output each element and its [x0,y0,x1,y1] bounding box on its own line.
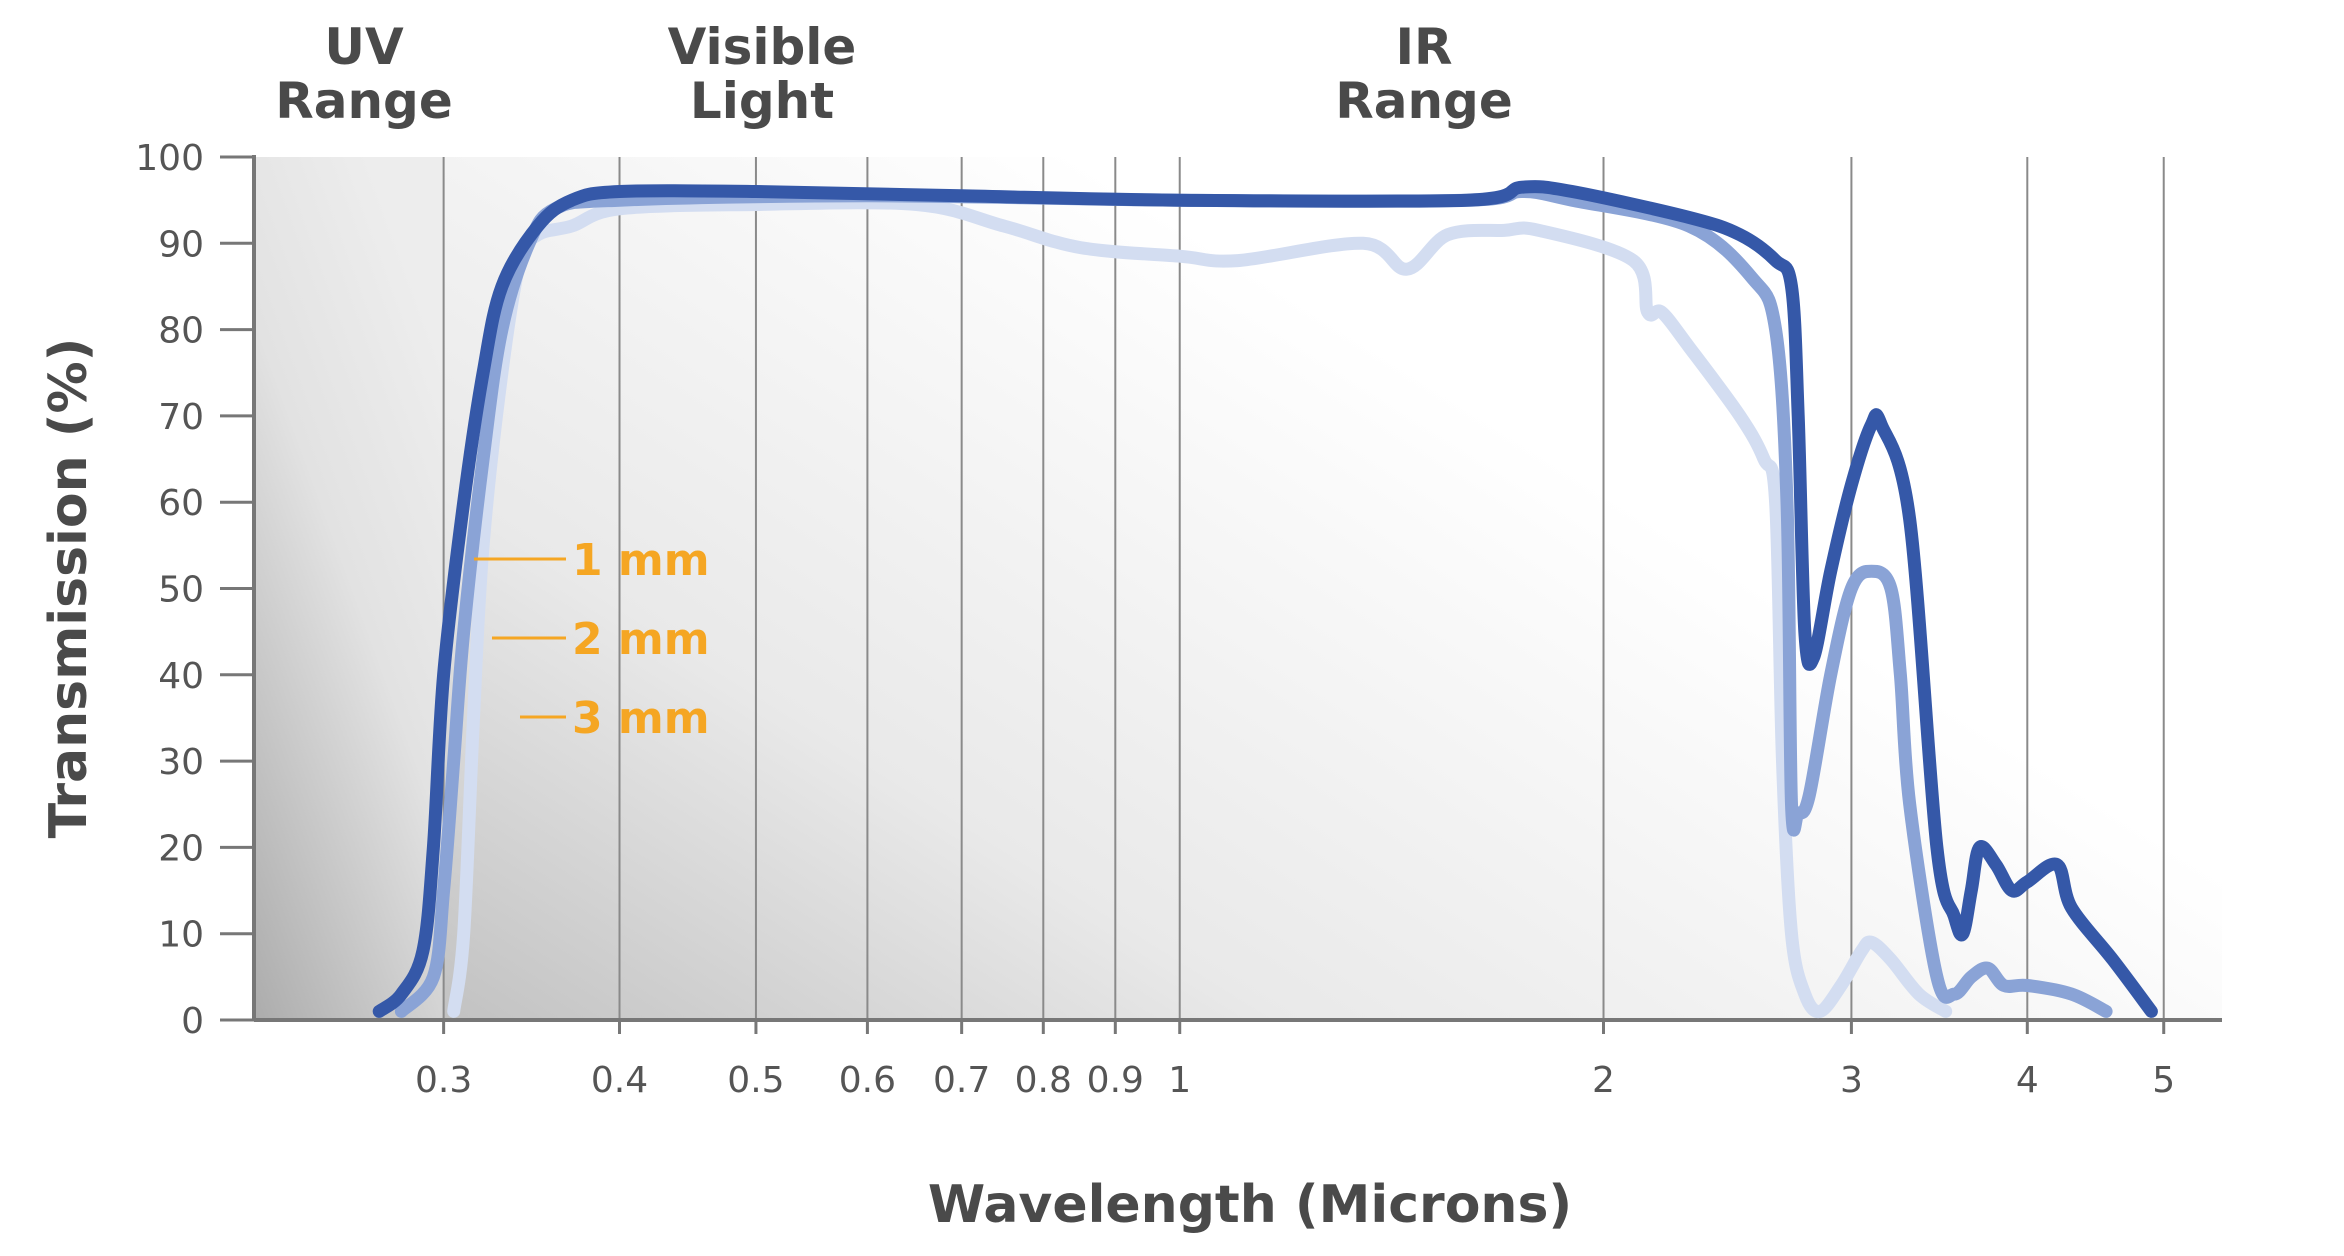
series-label-3mm: 3 mm [572,693,710,744]
x-tick-label: 0.9 [1087,1060,1144,1101]
y-axis-title: Transmission (%) [39,338,99,839]
y-tick-label: 20 [158,828,204,869]
y-tick-label: 90 [158,224,204,265]
y-tick-label: 40 [158,656,204,697]
x-tick-label: 0.3 [415,1060,472,1101]
y-tick-label: 70 [158,397,204,438]
x-tick-label: 3 [1840,1060,1863,1101]
x-tick-label: 5 [2152,1060,2175,1101]
x-tick-label: 0.5 [727,1060,784,1101]
x-tick-label: 0.4 [591,1060,648,1101]
region-uv-line1: UV [324,18,404,76]
x-axis-title: Wavelength (Microns) [928,1175,1572,1235]
series-line-2mm [394,185,2113,1018]
y-tick-label: 50 [158,570,204,611]
series-callouts: 1 mm 2 mm 3 mm [474,535,710,744]
region-ir-line2: Range [1335,72,1513,130]
y-tick-label: 80 [158,311,204,352]
y-tick-label: 60 [158,483,204,524]
x-tick-label: 0.6 [839,1060,896,1101]
y-tick-label: 30 [158,742,204,783]
series-line-1mm [372,180,2158,1018]
x-tick-label: 0.7 [933,1060,990,1101]
series-label-1mm: 1 mm [572,535,710,586]
y-axis-ticks: 0 10 20 30 40 50 60 70 80 90 100 [135,138,254,1042]
y-tick-label: 100 [135,138,204,179]
y-tick-label: 0 [181,1001,204,1042]
x-axis-ticks: 0.3 0.4 0.5 0.6 0.7 0.8 0.9 1 2 3 4 5 [415,1020,2175,1101]
region-visible-line1: Visible [668,18,857,76]
x-tick-label: 2 [1592,1060,1615,1101]
region-visible-line2: Light [690,72,834,130]
series-label-2mm: 2 mm [572,614,710,665]
region-uv-line2: Range [275,72,453,130]
series-lines [372,180,2158,1019]
region-ir-line1: IR [1395,18,1452,76]
vertical-gridlines [442,157,2165,1020]
region-labels: UV Range Visible Light IR Range [275,18,1513,130]
x-tick-label: 4 [2016,1060,2039,1101]
y-tick-label: 10 [158,915,204,956]
x-tick-label: 1 [1168,1060,1191,1101]
x-tick-label: 0.8 [1015,1060,1072,1101]
